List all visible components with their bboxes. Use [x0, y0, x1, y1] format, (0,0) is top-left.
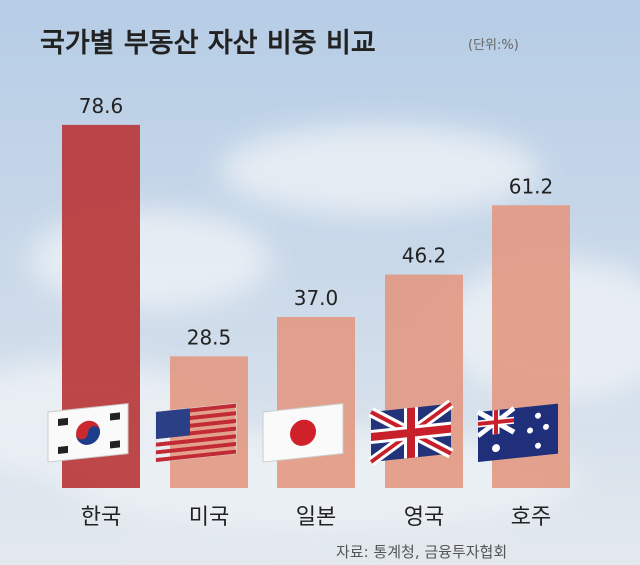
- japan-flag-icon: [262, 403, 344, 463]
- category-label: 한국: [81, 505, 121, 530]
- value-label: 46.2: [402, 244, 447, 268]
- australia-flag-icon: [476, 403, 558, 462]
- category-label: 호주: [511, 505, 551, 530]
- usa-flag-icon: [155, 403, 237, 463]
- chart-title: 국가별 부동산 자산 비중 비교: [40, 28, 376, 59]
- value-label: 28.5: [187, 325, 232, 349]
- value-label: 61.2: [509, 174, 554, 198]
- source-note: 자료: 통계청, 금융투자협회: [336, 543, 507, 561]
- value-label: 37.0: [294, 286, 339, 310]
- unit-note: (단위:%): [468, 38, 519, 53]
- uk-flag-icon: [368, 399, 454, 466]
- korea-flag-icon: [47, 403, 129, 463]
- category-label: 미국: [189, 505, 229, 530]
- category-label: 일본: [296, 505, 336, 530]
- value-label: 78.6: [79, 94, 124, 118]
- bar-3: [277, 317, 355, 488]
- category-label: 영국: [404, 505, 444, 530]
